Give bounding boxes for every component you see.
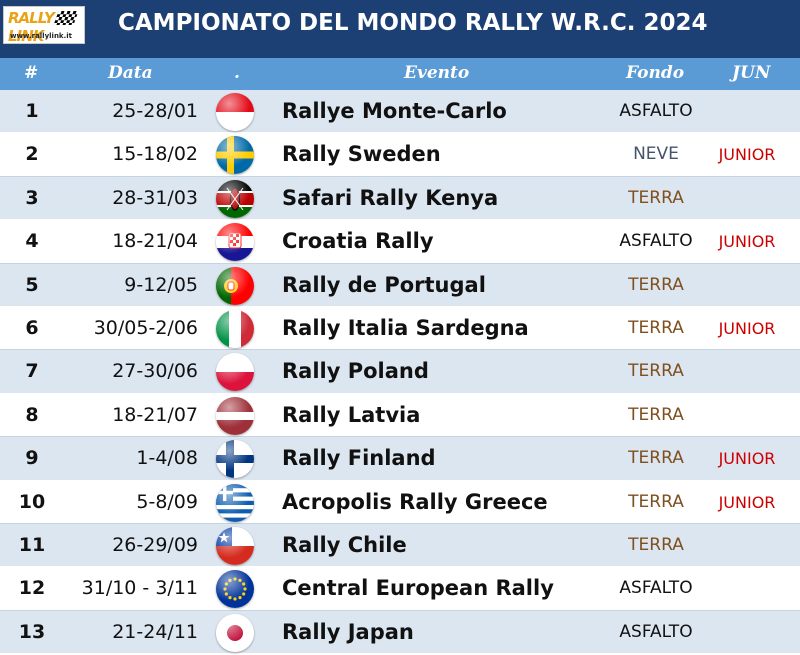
event-date: 9-12/05	[124, 273, 198, 296]
table-row: 1 25-28/01 Rallye Monte-Carlo ASFALTO	[0, 90, 800, 134]
table-body: 1 25-28/01 Rallye Monte-Carlo ASFALTO 2 …	[0, 90, 800, 655]
surface-type: TERRA	[628, 274, 684, 295]
surface-type: ASFALTO	[619, 101, 693, 121]
table-row: 6 30/05-2/06 Rally Italia Sardegna TERRA…	[0, 306, 800, 351]
event-name: Rally Italia Sardegna	[282, 315, 529, 340]
event-name: Safari Rally Kenya	[282, 185, 499, 210]
event-date: 15-18/02	[112, 143, 198, 166]
event-date: 1-4/08	[136, 447, 198, 470]
table-row: 8 18-21/07 Rally Latvia TERRA	[0, 393, 800, 438]
surface-type: ASFALTO	[619, 578, 693, 599]
italy-flag-icon	[216, 309, 254, 348]
junior-badge: JUNIOR	[718, 492, 776, 512]
round-number: 12	[18, 577, 46, 600]
junior-badge: JUNIOR	[718, 232, 776, 252]
event-name: Rally Chile	[282, 532, 407, 557]
surface-type: TERRA	[628, 187, 684, 208]
junior-badge: JUNIOR	[718, 145, 776, 165]
surface-type: TERRA	[628, 491, 684, 512]
event-date: 25-28/01	[112, 100, 198, 122]
portugal-flag-icon	[216, 266, 254, 305]
event-name: Rally Sweden	[282, 142, 441, 167]
table-row: 4 18-21/04 Croatia Rally ASFALTO JUNIOR	[0, 220, 800, 264]
table-row: 5 9-12/05 Rally de Portugal TERRA	[0, 263, 800, 307]
event-name: Rally Poland	[282, 359, 429, 384]
event-date: 26-29/09	[112, 533, 198, 556]
column-header-fondo: Fondo	[626, 63, 685, 83]
junior-badge: JUNIOR	[718, 318, 776, 338]
sweden-flag-icon	[216, 136, 254, 175]
event-date: 30/05-2/06	[93, 316, 198, 339]
event-date: 18-21/04	[112, 230, 198, 253]
event-name: Rally Japan	[282, 619, 414, 644]
japan-flag-icon	[216, 613, 254, 652]
event-name: Croatia Rally	[282, 229, 434, 254]
page-title: CAMPIONATO DEL MONDO RALLY W.R.C. 2024	[118, 10, 708, 36]
greece-flag-icon	[216, 483, 254, 522]
round-number: 11	[18, 533, 46, 556]
event-date: 31/10 - 3/11	[81, 577, 198, 600]
column-header-date: Data	[108, 63, 153, 83]
round-number: 2	[25, 143, 39, 166]
event-name: Central European Rally	[282, 576, 554, 601]
event-date: 27-30/06	[112, 360, 198, 383]
column-header-jun: JUN	[732, 63, 771, 83]
table-row: 11 26-29/09 Rally Chile TERRA	[0, 523, 800, 568]
rallylink-logo: RALLY LINK www.rallylink.it	[3, 6, 85, 45]
surface-type: NEVE	[633, 144, 679, 165]
round-number: 3	[25, 186, 39, 209]
event-name: Rally Latvia	[282, 402, 421, 427]
surface-type: TERRA	[628, 404, 684, 425]
round-number: 10	[18, 490, 46, 513]
column-header-num: #	[24, 63, 39, 83]
column-header-flag: .	[234, 63, 240, 83]
table-header: # Data . Evento Fondo JUN	[0, 58, 800, 90]
event-date: 5-8/09	[136, 490, 198, 513]
surface-type: ASFALTO	[619, 621, 693, 642]
table-row: 9 1-4/08 Rally Finland TERRA JUNIOR	[0, 437, 800, 481]
event-name: Rallye Monte-Carlo	[282, 99, 507, 123]
surface-type: ASFALTO	[619, 231, 693, 252]
chile-flag-icon	[216, 526, 254, 565]
event-name: Acropolis Rally Greece	[282, 489, 548, 514]
junior-badge: JUNIOR	[718, 449, 776, 469]
round-number: 6	[25, 316, 39, 339]
monaco-flag-icon	[216, 93, 254, 131]
column-header-event: Evento	[404, 63, 470, 83]
round-number: 4	[25, 230, 39, 253]
event-date: 21-24/11	[112, 620, 198, 643]
kenya-flag-icon	[216, 179, 254, 218]
event-name: Rally de Portugal	[282, 272, 486, 297]
table-row: 10 5-8/09 Acropolis Rally Greece TERRA J…	[0, 480, 800, 524]
table-row: 13 21-24/11 Rally Japan ASFALTO	[0, 610, 800, 655]
event-date: 28-31/03	[112, 186, 198, 209]
header-bar: RALLY LINK www.rallylink.it CAMPIONATO D…	[0, 0, 800, 58]
round-number: 8	[25, 403, 39, 426]
surface-type: TERRA	[628, 448, 684, 469]
table-row: 3 28-31/03 Safari Rally Kenya TERRA	[0, 176, 800, 221]
round-number: 1	[25, 100, 39, 122]
table-row: 12 31/10 - 3/11 Central European Rally A…	[0, 567, 800, 611]
finland-flag-icon	[216, 440, 254, 479]
round-number: 7	[25, 360, 39, 383]
logo-text: RALLY LINK	[8, 9, 55, 45]
round-number: 9	[25, 447, 39, 470]
round-number: 5	[25, 273, 39, 296]
surface-type: TERRA	[628, 534, 684, 555]
surface-type: TERRA	[628, 361, 684, 382]
round-number: 13	[18, 620, 46, 643]
croatia-flag-icon	[216, 223, 254, 262]
table-row: 7 27-30/06 Rally Poland TERRA	[0, 350, 800, 394]
poland-flag-icon	[216, 353, 254, 392]
logo-url: www.rallylink.it	[10, 32, 72, 40]
surface-type: TERRA	[628, 317, 684, 338]
europe-flag-icon	[216, 570, 254, 609]
event-date: 18-21/07	[112, 403, 198, 426]
latvia-flag-icon	[216, 396, 254, 435]
table-row: 2 15-18/02 Rally Sweden NEVE JUNIOR	[0, 133, 800, 177]
event-name: Rally Finland	[282, 446, 436, 471]
